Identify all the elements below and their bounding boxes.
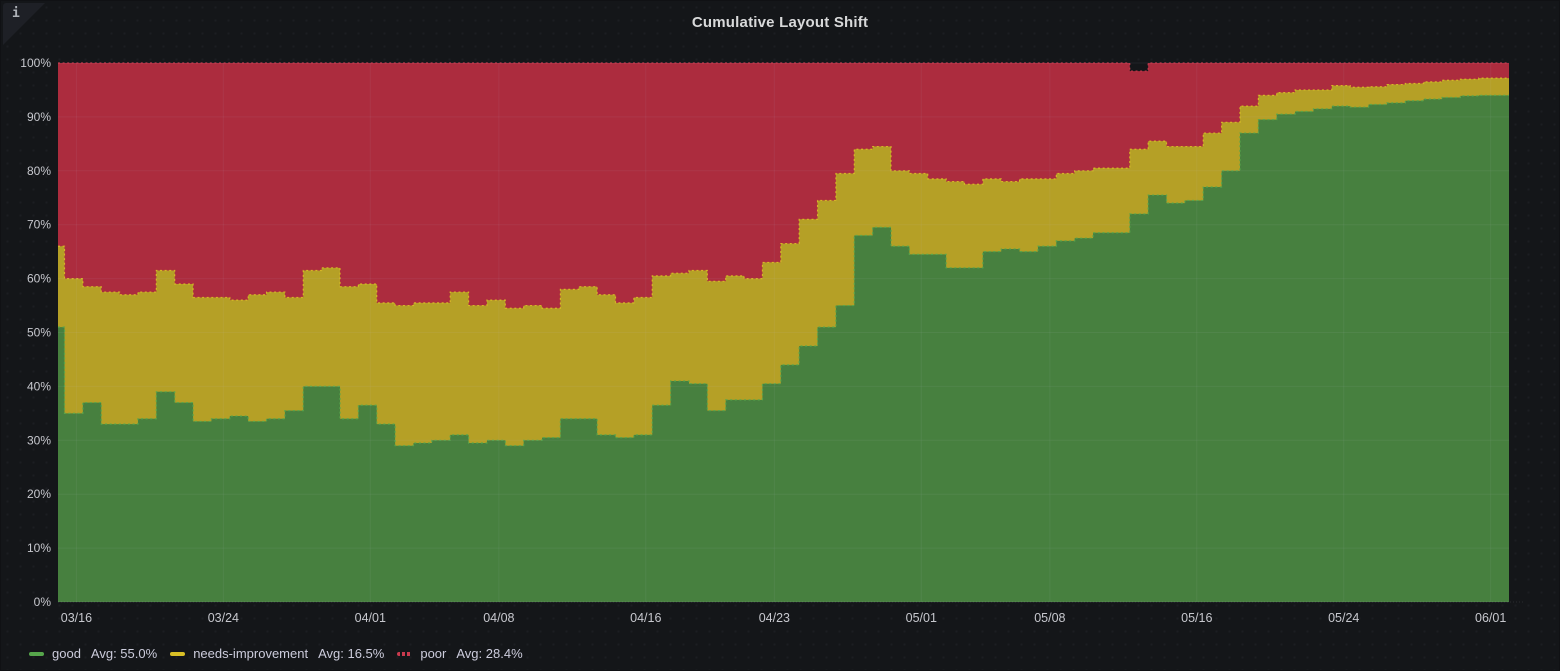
y-tick-label: 0% bbox=[34, 595, 52, 609]
legend-label: needs-improvement bbox=[193, 646, 309, 661]
x-tick-label: 04/08 bbox=[483, 611, 514, 625]
good-area bbox=[58, 95, 1509, 602]
legend-avg: Avg: 16.5% bbox=[318, 646, 385, 661]
legend-swatch-poor-icon bbox=[397, 651, 413, 656]
legend-item-needs-improvement[interactable]: needs-improvement Avg: 16.5% bbox=[170, 646, 384, 661]
y-tick-label: 10% bbox=[27, 541, 51, 555]
y-tick-label: 60% bbox=[27, 272, 51, 286]
x-tick-label: 06/01 bbox=[1475, 611, 1506, 625]
legend-swatch-needs-improvement-icon bbox=[170, 651, 186, 656]
good-top-line bbox=[58, 94, 1509, 447]
x-tick-label: 03/16 bbox=[61, 611, 92, 625]
y-tick-label: 90% bbox=[27, 110, 51, 124]
legend-label: poor bbox=[420, 646, 447, 661]
legend: good Avg: 55.0% needs-improvement Avg: 1… bbox=[29, 646, 523, 661]
y-tick-label: 100% bbox=[20, 56, 51, 70]
x-tick-label: 05/24 bbox=[1328, 611, 1359, 625]
legend-avg: Avg: 55.0% bbox=[90, 646, 158, 661]
info-icon: i bbox=[12, 6, 20, 21]
x-tick-label: 04/01 bbox=[355, 611, 386, 625]
legend-avg: Avg: 28.4% bbox=[456, 646, 523, 661]
y-tick-label: 50% bbox=[27, 326, 51, 340]
y-tick-label: 80% bbox=[27, 164, 51, 178]
needs-improvement-top-line bbox=[58, 77, 1509, 309]
x-tick-label: 05/08 bbox=[1034, 611, 1065, 625]
panel-title[interactable]: Cumulative Layout Shift bbox=[691, 14, 869, 31]
legend-label: good bbox=[52, 646, 81, 661]
x-tick-label: 03/24 bbox=[208, 611, 239, 625]
legend-item-good[interactable]: good Avg: 55.0% bbox=[29, 646, 157, 661]
y-tick-label: 40% bbox=[27, 379, 51, 393]
y-tick-label: 20% bbox=[27, 487, 51, 501]
x-tick-label: 05/01 bbox=[906, 611, 937, 625]
y-tick-label: 30% bbox=[27, 433, 51, 447]
x-tick-label: 05/16 bbox=[1181, 611, 1212, 625]
legend-item-poor[interactable]: poor Avg: 28.4% bbox=[397, 646, 523, 661]
x-tick-label: 04/23 bbox=[759, 611, 790, 625]
x-tick-label: 04/16 bbox=[630, 611, 661, 625]
poor-top-line bbox=[58, 62, 1509, 72]
legend-swatch-good-icon bbox=[29, 651, 44, 656]
y-tick-label: 70% bbox=[27, 218, 51, 232]
